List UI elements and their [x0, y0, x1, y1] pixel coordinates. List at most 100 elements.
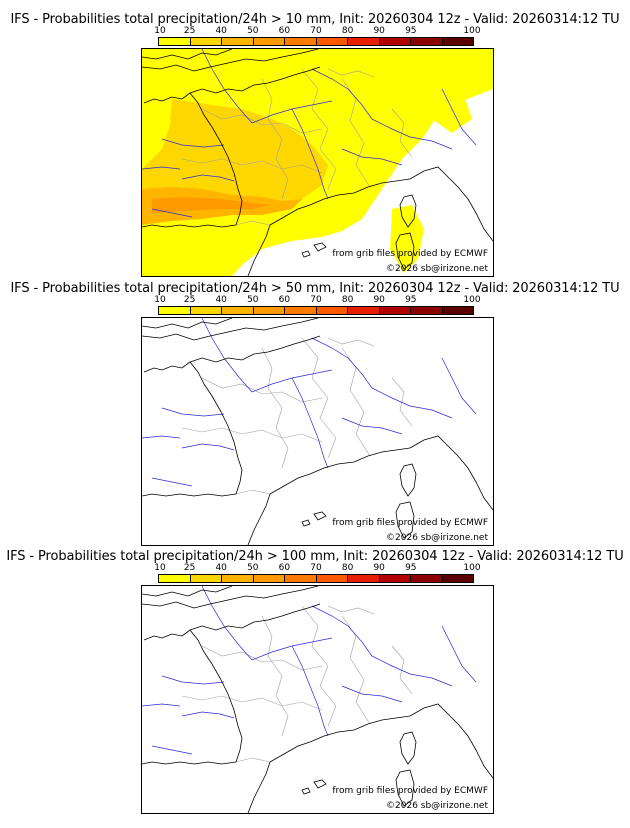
basemap-layer	[142, 586, 493, 813]
river	[341, 148, 403, 166]
coastline	[142, 318, 319, 341]
river	[181, 711, 235, 719]
coastline	[142, 586, 233, 597]
colorbar-tick-label: 95	[405, 295, 417, 305]
river	[371, 387, 453, 419]
colorbar-labels: 10 25 40 50 60 70 80 90 95 100	[154, 26, 480, 36]
panel-title: IFS - Probabilities total precipitation/…	[6, 549, 624, 564]
colorbar-tick-label: 100	[463, 26, 481, 36]
colorbar-swatch	[379, 575, 411, 582]
precip-layer	[142, 49, 493, 276]
admin-border	[261, 615, 289, 737]
coastline	[142, 586, 319, 609]
map-svg	[142, 586, 493, 813]
colorbar-swatch	[159, 38, 191, 45]
credit-site: ©2026 sb@irizone.net	[386, 801, 488, 811]
colorbar-tick-label: 25	[183, 26, 196, 36]
credit-source: from grib files provided by ECMWF	[332, 518, 488, 528]
map-frame: from grib files provided by ECMWF ©2026 …	[141, 48, 494, 277]
coastline	[189, 92, 243, 226]
colorbar-swatch	[348, 575, 380, 582]
colorbar-tick-label: 10	[154, 26, 166, 36]
island-coastline	[395, 501, 415, 539]
colorbar-swatch	[190, 38, 222, 45]
admin-border	[181, 427, 323, 443]
island-coastline	[301, 242, 327, 258]
colorbar-swatch	[316, 38, 348, 45]
river	[311, 68, 373, 120]
map-frame: from grib files provided by ECMWF ©2026 …	[141, 585, 494, 814]
coastline	[142, 224, 237, 228]
river	[201, 49, 253, 124]
colorbar-swatch	[285, 38, 317, 45]
colorbar-tick-label: 90	[373, 295, 385, 305]
precip-area	[432, 79, 472, 133]
colorbar-tick-label: 100	[463, 295, 481, 305]
colorbar-swatch	[411, 575, 443, 582]
colorbar-swatch	[222, 38, 254, 45]
river	[161, 138, 225, 148]
admin-border	[391, 108, 413, 158]
colorbar: 10 25 40 50 60 70 80 90 95 100	[154, 563, 481, 589]
credit-site: ©2026 sb@irizone.net	[386, 264, 488, 274]
map-panel-100mm: IFS - Probabilities total precipitation/…	[0, 537, 630, 814]
colorbar-swatch	[442, 575, 473, 582]
coastline	[189, 629, 243, 763]
colorbar-tick-label: 70	[310, 26, 322, 36]
colorbar-tick-label: 90	[373, 563, 385, 573]
colorbar-tick-label: 50	[247, 295, 259, 305]
coastline	[409, 166, 493, 242]
admin-border	[235, 220, 271, 226]
river	[161, 675, 225, 685]
coastline	[189, 361, 243, 495]
river	[311, 605, 373, 657]
colorbar-swatch	[285, 307, 317, 314]
colorbar-tick-label: 95	[405, 563, 417, 573]
admin-border	[261, 347, 289, 469]
colorbar-swatch	[442, 307, 473, 314]
river	[441, 625, 477, 683]
river	[251, 369, 333, 393]
river	[341, 685, 403, 703]
precip-area	[152, 197, 272, 213]
colorbar-swatch	[159, 575, 191, 582]
island-coastline	[395, 769, 415, 807]
admin-border	[201, 377, 323, 403]
coastline	[247, 224, 271, 276]
coastline	[189, 335, 321, 363]
credit-site: ©2026 sb@irizone.net	[386, 533, 488, 543]
colorbar-tick-label: 50	[247, 563, 259, 573]
admin-border	[301, 337, 337, 459]
river	[441, 88, 477, 146]
colorbar-swatch	[253, 38, 285, 45]
colorbar-boxes	[158, 574, 474, 583]
colorbar-swatch	[253, 307, 285, 314]
admin-border	[341, 347, 371, 457]
precip-area	[390, 205, 424, 273]
admin-border	[327, 605, 375, 615]
colorbar-boxes	[158, 37, 474, 46]
colorbar-swatch	[285, 575, 317, 582]
panel-title: IFS - Probabilities total precipitation/…	[10, 281, 620, 296]
colorbar-tick-label: 60	[278, 295, 291, 305]
coastline	[269, 447, 411, 495]
admin-border	[201, 108, 323, 134]
colorbar-swatch	[222, 575, 254, 582]
coastline	[247, 493, 271, 545]
admin-border	[201, 645, 323, 671]
coastline	[269, 715, 411, 763]
credit-source: from grib files provided by ECMWF	[332, 786, 488, 796]
colorbar-swatch	[348, 38, 380, 45]
colorbar-tick-label: 25	[183, 295, 196, 305]
colorbar-swatch	[253, 575, 285, 582]
coastline	[143, 92, 191, 104]
colorbar-swatch	[159, 307, 191, 314]
colorbar-tick-label: 80	[341, 563, 354, 573]
credit-source: from grib files provided by ECMWF	[332, 249, 488, 259]
map-panel-50mm: IFS - Probabilities total precipitation/…	[0, 269, 630, 546]
admin-border	[235, 489, 271, 495]
river	[291, 645, 329, 737]
river	[441, 357, 477, 415]
colorbar-tick-label: 40	[215, 563, 227, 573]
river	[142, 166, 181, 170]
